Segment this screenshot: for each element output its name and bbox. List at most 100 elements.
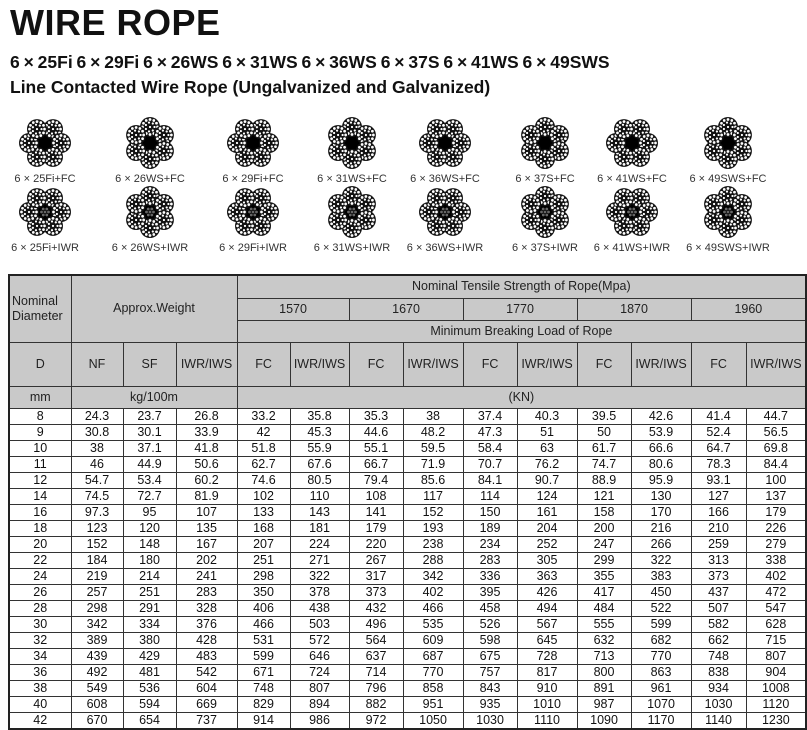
value-cell: 402 <box>402 583 464 601</box>
value-cell: 179 <box>745 503 807 521</box>
value-cell: 226 <box>745 519 807 537</box>
value-cell: 972 <box>348 711 404 729</box>
table-row: 16 97.3 95 107 133 143 141 152 150 161 158 170 166 17… <box>8 503 807 521</box>
value-cell: 1090 <box>576 711 632 729</box>
value-cell: 675 <box>462 647 518 665</box>
rope-cross-section-icon <box>495 183 595 241</box>
value-cell: 669 <box>175 695 238 713</box>
value-cell: 910 <box>516 679 578 697</box>
value-cell: 166 <box>690 503 747 521</box>
value-cell: 483 <box>175 647 238 665</box>
weight-col-sf: SF <box>122 341 177 387</box>
value-cell: 84.4 <box>745 455 807 473</box>
value-cell: 428 <box>175 631 238 649</box>
value-cell: 81.9 <box>175 487 238 505</box>
unit-load: (KN) <box>236 385 807 409</box>
value-cell: 52.4 <box>690 423 747 441</box>
value-cell: 438 <box>289 599 350 617</box>
value-cell: 1070 <box>630 695 692 713</box>
value-cell: 259 <box>690 535 747 553</box>
load-col-iwr-iws: IWR/IWS <box>402 341 464 387</box>
value-cell: 882 <box>348 695 404 713</box>
value-cell: 33.9 <box>175 423 238 441</box>
value-cell: 37.4 <box>462 407 518 425</box>
value-cell: 288 <box>402 551 464 569</box>
value-cell: 298 <box>236 567 291 585</box>
value-cell: 167 <box>175 535 238 553</box>
value-cell: 219 <box>70 567 124 585</box>
value-cell: 200 <box>576 519 632 537</box>
value-cell: 66.6 <box>630 439 692 457</box>
rope-label: 6 × 49SWS+FC <box>689 173 767 185</box>
value-cell: 207 <box>236 535 291 553</box>
value-cell: 1050 <box>402 711 464 729</box>
value-cell: 44.7 <box>745 407 807 425</box>
value-cell: 757 <box>462 663 518 681</box>
rope-types-subtitle: 6 × 25Fi 6 × 29Fi 6 × 26WS 6 × 31WS 6 × … <box>10 52 610 72</box>
value-cell: 472 <box>745 583 807 601</box>
value-cell: 133 <box>236 503 291 521</box>
rope-label: 6 × 36WS+IWR <box>406 242 484 254</box>
value-cell: 838 <box>690 663 747 681</box>
value-cell: 334 <box>122 615 177 633</box>
value-cell: 74.7 <box>576 455 632 473</box>
value-cell: 863 <box>630 663 692 681</box>
load-col-iwr-iws: IWR/IWS <box>630 341 692 387</box>
rope-cross-section-icon <box>395 183 495 241</box>
value-cell: 1030 <box>462 711 518 729</box>
table-row: 12 54.7 53.4 60.2 74.6 80.5 79.4 85.6 84.1 90.7 88… <box>8 471 807 489</box>
value-cell: 531 <box>236 631 291 649</box>
rope-section-6-25fi-iwr: 6 × 25Fi+IWR <box>0 183 95 254</box>
rope-section-6-37s-fc: 6 × 37S+FC <box>495 114 595 185</box>
load-col-iwr-iws: IWR/IWS <box>516 341 578 387</box>
value-cell: 120 <box>122 519 177 537</box>
value-cell: 395 <box>462 583 518 601</box>
diameter-cell: 34 <box>8 647 72 665</box>
value-cell: 50.6 <box>175 455 238 473</box>
value-cell: 466 <box>402 599 464 617</box>
value-cell: 522 <box>630 599 692 617</box>
value-cell: 51.8 <box>236 439 291 457</box>
value-cell: 158 <box>576 503 632 521</box>
value-cell: 328 <box>175 599 238 617</box>
load-col-fc: FC <box>690 341 747 387</box>
rope-label: 6 × 31WS+FC <box>317 173 387 185</box>
diameter-cell: 22 <box>8 551 72 569</box>
value-cell: 78.3 <box>690 455 747 473</box>
diameter-cell: 42 <box>8 711 72 729</box>
value-cell: 429 <box>122 647 177 665</box>
value-cell: 450 <box>630 583 692 601</box>
value-cell: 935 <box>462 695 518 713</box>
value-cell: 143 <box>289 503 350 521</box>
value-cell: 79.4 <box>348 471 404 489</box>
value-cell: 594 <box>122 695 177 713</box>
value-cell: 1030 <box>690 695 747 713</box>
value-cell: 234 <box>462 535 518 553</box>
value-cell: 69.8 <box>745 439 807 457</box>
value-cell: 30.1 <box>122 423 177 441</box>
table-row: 42 670 654 737 914 986 972 1050 1030 1110 1090 1170… <box>8 711 807 729</box>
value-cell: 56.5 <box>745 423 807 441</box>
value-cell: 279 <box>745 535 807 553</box>
value-cell: 130 <box>630 487 692 505</box>
value-cell: 1230 <box>745 711 807 729</box>
value-cell: 654 <box>122 711 177 729</box>
value-cell: 373 <box>348 583 404 601</box>
value-cell: 38 <box>70 439 124 457</box>
value-cell: 484 <box>576 599 632 617</box>
value-cell: 283 <box>462 551 518 569</box>
value-cell: 44.6 <box>348 423 404 441</box>
value-cell: 986 <box>289 711 350 729</box>
grade-1670: 1670 <box>348 297 464 321</box>
value-cell: 90.7 <box>516 471 578 489</box>
value-cell: 549 <box>70 679 124 697</box>
table-row: 11 46 44.9 50.6 62.7 67.6 66.7 71.9 70.7 76.2 74.7… <box>8 455 807 473</box>
value-cell: 184 <box>70 551 124 569</box>
value-cell: 604 <box>175 679 238 697</box>
value-cell: 46 <box>70 455 124 473</box>
value-cell: 97.3 <box>70 503 124 521</box>
rope-label: 6 × 37S+IWR <box>511 242 579 254</box>
value-cell: 426 <box>516 583 578 601</box>
table-row: 28 298 291 328 406 438 432 466 458 494 484 522 507 54… <box>8 599 807 617</box>
rope-label: 6 × 37S+FC <box>515 173 575 185</box>
